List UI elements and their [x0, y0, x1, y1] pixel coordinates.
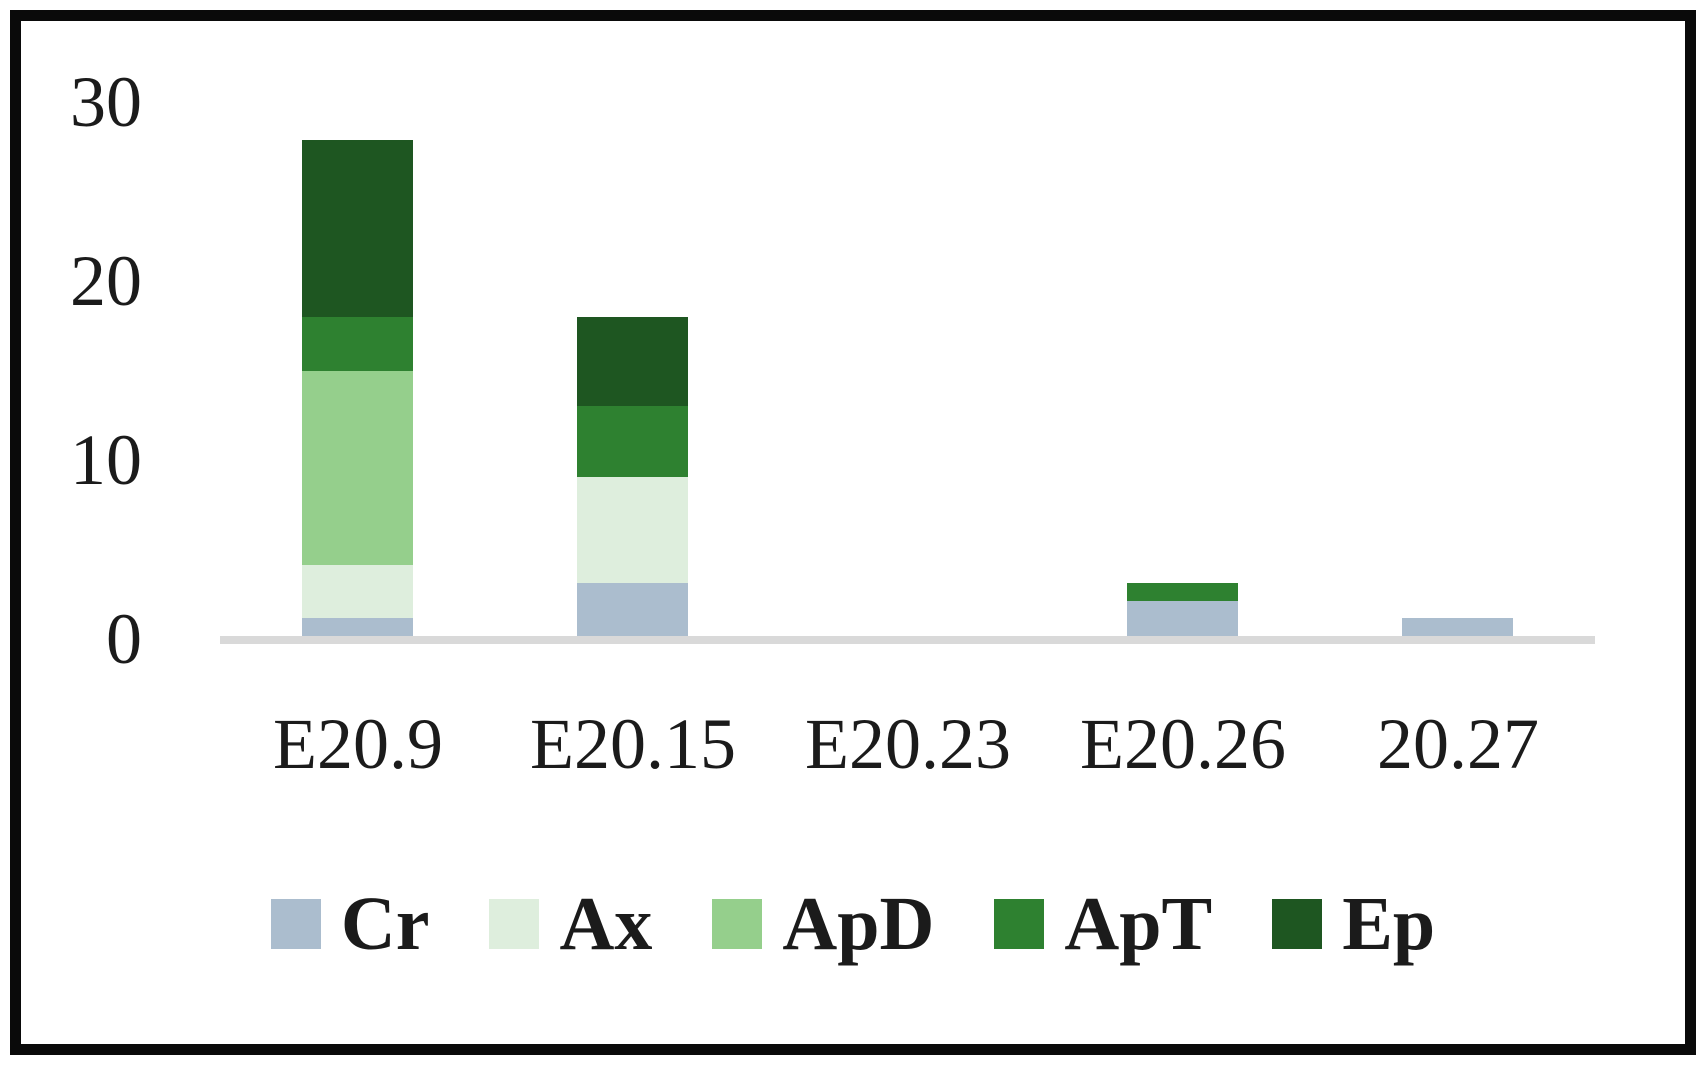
- bar-segment-Cr-20.27: [1402, 618, 1513, 636]
- legend-label-ep: Ep: [1342, 882, 1436, 966]
- y-tick-label-0: 0: [106, 599, 142, 679]
- legend-item-apd: ApD: [712, 882, 935, 966]
- x-tick-label-e20-23: E20.23: [805, 704, 1011, 784]
- legend-item-ep: Ep: [1272, 882, 1436, 966]
- bar-segment-Cr-E20.9: [302, 618, 413, 636]
- y-tick-label-30: 30: [70, 62, 142, 142]
- legend-item-apt: ApT: [994, 882, 1213, 966]
- x-tick-label-e20-9: E20.9: [273, 704, 443, 784]
- bar-segment-Ax-E20.15: [577, 476, 688, 583]
- legend: Cr Ax ApD ApT Ep: [0, 882, 1706, 966]
- x-axis-line: [220, 636, 1595, 644]
- bar-segment-Cr-E20.15: [577, 582, 688, 636]
- bar-segment-Ep-E20.15: [577, 317, 688, 406]
- legend-swatch-apd: [712, 899, 763, 949]
- legend-label-apt: ApT: [1064, 882, 1213, 966]
- bar-E20.15: [577, 317, 688, 636]
- legend-swatch-ep: [1272, 899, 1323, 949]
- legend-swatch-cr: [270, 899, 321, 949]
- x-tick-label-e20-26: E20.26: [1080, 704, 1286, 784]
- x-tick-label-20-27: 20.27: [1377, 704, 1539, 784]
- legend-label-cr: Cr: [340, 882, 430, 966]
- bar-segment-ApT-E20.15: [577, 405, 688, 477]
- y-tick-label-10: 10: [70, 420, 142, 500]
- legend-swatch-apt: [994, 899, 1045, 949]
- x-tick-label-e20-15: E20.15: [530, 704, 736, 784]
- bar-E20.9: [302, 140, 413, 636]
- legend-item-ax: Ax: [489, 882, 653, 966]
- legend-item-cr: Cr: [270, 882, 430, 966]
- bar-segment-Ax-E20.9: [302, 565, 413, 619]
- legend-swatch-ax: [489, 899, 540, 949]
- bar-segment-ApT-E20.9: [302, 317, 413, 371]
- bar-segment-ApT-E20.26: [1127, 582, 1238, 601]
- legend-label-ax: Ax: [559, 882, 653, 966]
- bar-segment-Ep-E20.9: [302, 140, 413, 318]
- bar-20.27: [1402, 618, 1513, 636]
- legend-label-apd: ApD: [782, 882, 935, 966]
- bar-E20.26: [1127, 582, 1238, 636]
- bar-segment-Cr-E20.26: [1127, 600, 1238, 636]
- y-tick-label-20: 20: [70, 241, 142, 321]
- bar-segment-ApD-E20.9: [302, 370, 413, 566]
